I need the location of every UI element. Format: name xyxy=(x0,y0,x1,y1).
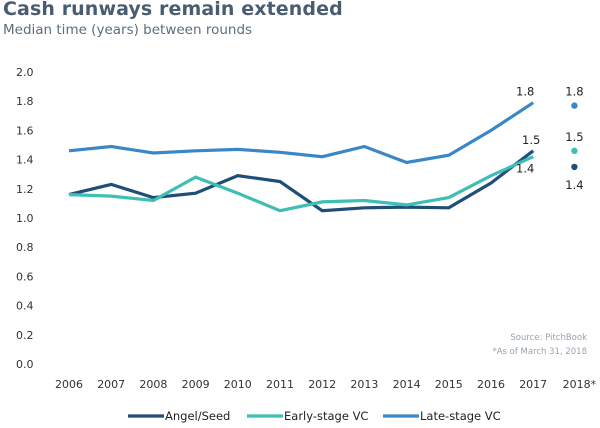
data-label: 1.5 xyxy=(522,133,540,147)
y-tick-label: 1.8 xyxy=(16,95,34,108)
chart-title: Cash runways remain extended xyxy=(3,0,343,20)
data-label: 1.5 xyxy=(565,130,583,144)
y-tick-label: 0.6 xyxy=(16,270,34,283)
data-label: 1.4 xyxy=(565,178,583,192)
y-tick-label: 1.0 xyxy=(16,212,34,225)
y-tick-label: 1.4 xyxy=(16,154,34,167)
legend-label: Late-stage VC xyxy=(420,409,501,423)
x-tick-label: 2018* xyxy=(563,378,597,391)
chart-subtitle: Median time (years) between rounds xyxy=(3,22,253,38)
series-line-early-stage-vc xyxy=(68,155,534,213)
point-2018 xyxy=(571,147,578,155)
y-tick-label: 0.4 xyxy=(16,300,34,313)
x-tick-label: 2016 xyxy=(477,378,505,391)
x-tick-label: 2009 xyxy=(182,378,210,391)
y-tick-label: 1.6 xyxy=(16,124,34,137)
x-tick-label: 2006 xyxy=(55,378,83,391)
x-tick-label: 2015 xyxy=(435,378,463,391)
x-tick-label: 2014 xyxy=(393,378,421,391)
data-label: 1.8 xyxy=(516,85,534,99)
series-2018-points xyxy=(571,102,578,171)
y-tick-label: 1.2 xyxy=(16,183,34,196)
data-label: 1.4 xyxy=(516,162,534,176)
legend-label: Angel/Seed xyxy=(165,409,230,423)
legend-label: Early-stage VC xyxy=(284,409,368,423)
series-lines xyxy=(68,101,535,213)
date-annotation: *As of March 31, 2018 xyxy=(492,347,587,357)
data-labels: 1.8 1.8 1.5 1.4 1.5 1.4 xyxy=(516,85,583,192)
series-line-angel-seed xyxy=(68,149,535,213)
series-line-late-stage-vc xyxy=(68,101,535,165)
x-tick-label: 2008 xyxy=(139,378,167,391)
x-tick-label: 2007 xyxy=(97,378,125,391)
y-tick-label: 0.0 xyxy=(16,358,34,371)
x-tick-label: 2012 xyxy=(308,378,336,391)
y-tick-label: 2.0 xyxy=(16,66,34,79)
x-tick-label: 2017 xyxy=(519,378,547,391)
data-label: 1.8 xyxy=(565,85,583,99)
source-annotation: Source: PitchBook xyxy=(510,333,587,343)
point-2018 xyxy=(571,102,578,109)
x-tick-label: 2013 xyxy=(350,378,378,391)
x-tick-label: 2011 xyxy=(266,378,294,391)
legend: Angel/Seed Early-stage VC Late-stage VC xyxy=(128,409,501,423)
y-axis: 0.0 0.2 0.4 0.6 0.8 1.0 1.2 1.4 1.6 1.8 2.0 xyxy=(16,66,34,371)
x-tick-label: 2010 xyxy=(224,378,252,391)
y-tick-label: 0.2 xyxy=(16,329,34,342)
y-tick-label: 0.8 xyxy=(16,241,34,254)
x-axis: 2006 2007 2008 2009 2010 2011 2012 2013 2014 2015… xyxy=(55,378,597,391)
point-2018 xyxy=(571,163,578,171)
